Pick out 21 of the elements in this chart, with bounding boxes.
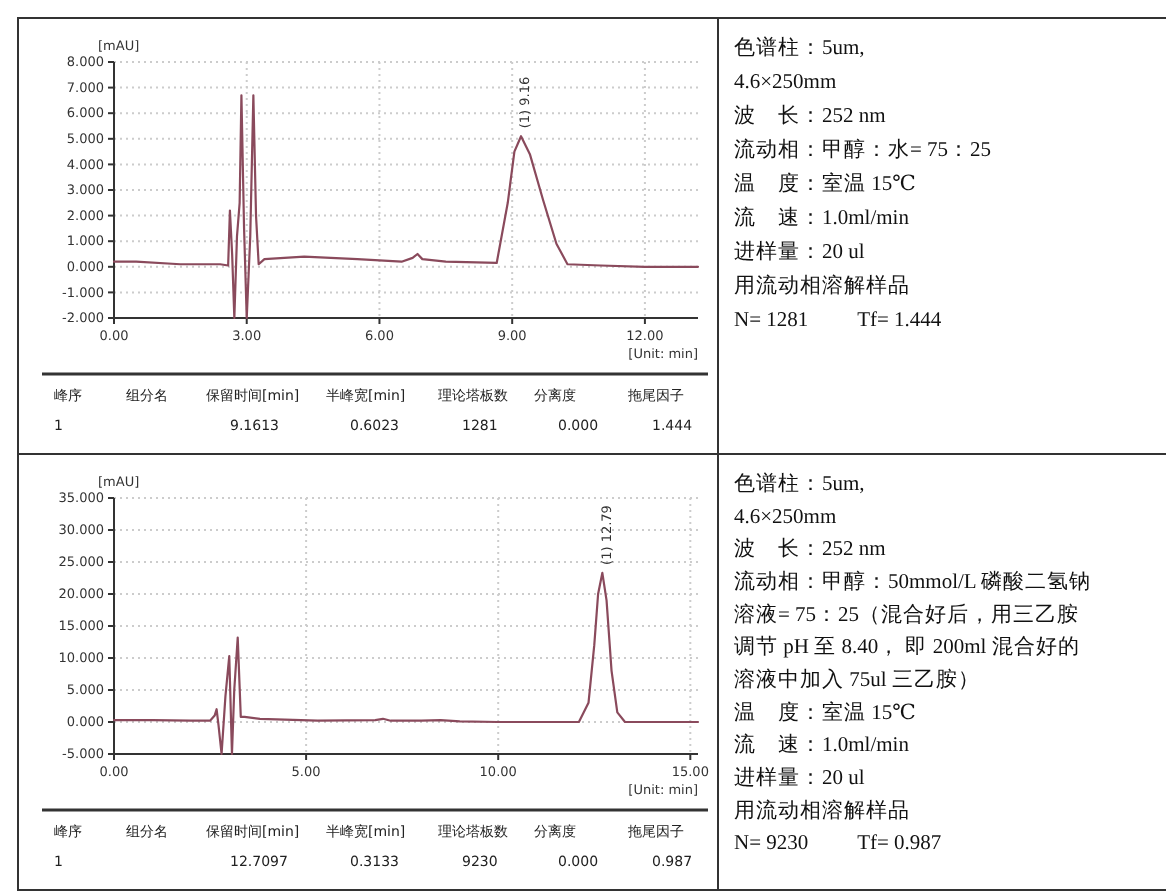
text: 进样量：20 ul (734, 764, 865, 790)
text: 用流动相溶解样品 (734, 796, 910, 823)
text: 调节 pH 至 8.40， 即 200ml 混合好的 (734, 633, 1080, 660)
text: 4.6×250mm (734, 72, 837, 94)
text: 波 长：252 nm (734, 535, 886, 562)
text: 流动相：甲醇：50mmol/L 磷酸二氢钠 (734, 568, 1092, 594)
text: 溶液中加入 75ul 三乙胺） (734, 666, 980, 692)
text: 溶液= 75：25（混合好后，用三乙胺 (734, 600, 1080, 627)
text: N= 1281 Tf= 1.444 (734, 310, 943, 332)
text: 温 度：室温 15℃ (734, 698, 917, 725)
text: 波 长：252 nm (734, 102, 886, 128)
text: 进样量：20 ul (734, 238, 865, 264)
text: 流 速：1.0ml/min (734, 731, 911, 758)
text: 流动相：甲醇：水= 75：25 (734, 136, 992, 162)
text: 色谱柱：5um, (734, 470, 865, 496)
text: N= 9230 Tf= 0.987 (734, 833, 942, 856)
text: 用流动相溶解样品 (734, 272, 910, 298)
text: 温 度：室温 15℃ (734, 170, 917, 196)
text: 4.6×250mm (734, 506, 837, 529)
text: 流 速：1.0ml/min (734, 204, 911, 230)
text: 色谱柱：5um, (734, 34, 865, 60)
